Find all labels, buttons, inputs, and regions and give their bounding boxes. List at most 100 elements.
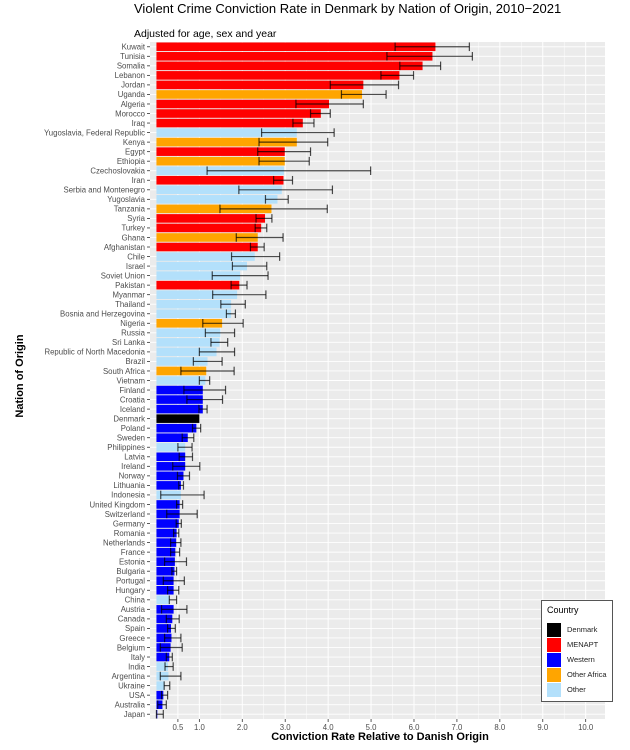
error-bar xyxy=(183,385,227,395)
bar-iran xyxy=(156,175,284,185)
error-bar xyxy=(235,233,284,242)
bar-latvia xyxy=(156,452,186,462)
error-bar xyxy=(340,90,387,99)
y-tick-label: Yugoslavia xyxy=(107,195,145,204)
y-tick-label: Italy xyxy=(131,653,145,662)
y-tick-label: Lithuania xyxy=(113,481,145,490)
error-bar xyxy=(168,595,178,605)
y-tick-label: Afghanistan xyxy=(104,243,145,252)
y-tick-label: Serbia and Montenegro xyxy=(64,186,146,195)
bar-croatia xyxy=(156,395,203,404)
legend-item-menapt: MENAPT xyxy=(547,638,611,652)
y-tick-label: Lebanon xyxy=(115,71,145,80)
x-tick-label: 10.0 xyxy=(578,723,594,732)
legend-label: MENAPT xyxy=(567,640,599,649)
legend-item-other-africa: Other Africa xyxy=(547,668,611,682)
error-bar xyxy=(258,156,310,166)
y-tick-label: Brazil xyxy=(126,357,146,366)
legend-swatch xyxy=(547,623,561,637)
y-tick-label: Jordan xyxy=(121,81,145,90)
y-tick-label: United Kingdom xyxy=(90,500,145,509)
bar-philippines xyxy=(156,442,186,452)
y-tick-label: Egypt xyxy=(125,147,146,156)
x-tick-label: 0.5 xyxy=(172,723,184,732)
error-bar xyxy=(159,643,183,652)
error-bar xyxy=(181,433,195,443)
bar-china xyxy=(156,595,170,605)
y-tick-label: Tanzania xyxy=(114,205,146,214)
x-tick-label: 3.0 xyxy=(280,723,292,732)
y-tick-label: Russia xyxy=(121,329,145,338)
error-bar xyxy=(249,242,265,252)
error-bar xyxy=(399,61,442,71)
bar-finland xyxy=(156,385,203,395)
bar-italy xyxy=(156,652,170,662)
y-tick-label: Spain xyxy=(125,624,145,633)
bar-thailand xyxy=(156,299,232,309)
bar-denmark xyxy=(156,414,200,423)
y-tick-label: Romania xyxy=(114,529,146,538)
y-tick-label: Finland xyxy=(119,386,145,395)
y-tick-label: Greece xyxy=(119,634,145,643)
error-bar xyxy=(380,71,415,80)
x-tick-label: 9.0 xyxy=(537,723,549,732)
bar-morocco xyxy=(156,109,321,118)
y-tick-label: Croatia xyxy=(120,395,146,404)
bar-jordan xyxy=(156,80,364,90)
y-tick-label: Chile xyxy=(127,252,145,261)
bar-kuwait xyxy=(156,42,436,52)
error-bar xyxy=(295,99,364,109)
error-bar xyxy=(162,576,185,586)
y-tick-label: Austria xyxy=(121,605,146,614)
error-bar xyxy=(206,166,372,176)
y-tick-label: Indonesia xyxy=(111,491,145,500)
error-bar xyxy=(176,471,191,481)
y-tick-label: Vietnam xyxy=(117,376,145,385)
error-bar xyxy=(160,605,188,614)
bar-lithuania xyxy=(156,481,181,490)
y-tick-label: Norway xyxy=(119,472,146,481)
error-bar xyxy=(219,204,328,214)
legend-item-denmark: Denmark xyxy=(547,623,611,637)
bar-russia xyxy=(156,328,221,338)
bar-ireland xyxy=(156,462,186,471)
error-bar xyxy=(394,42,470,52)
y-tick-label: Iraq xyxy=(132,119,145,128)
error-bar xyxy=(220,299,246,309)
y-tick-label: Sweden xyxy=(117,434,145,443)
bar-ukraine xyxy=(156,681,165,690)
y-tick-label: Israel xyxy=(126,262,145,271)
y-tick-label: Morocco xyxy=(115,109,146,118)
y-tick-label: Kuwait xyxy=(122,43,146,52)
error-bar xyxy=(166,624,176,633)
legend-title: Country xyxy=(547,605,579,615)
legend: Country Denmark MENAPT Western Other Africa… xyxy=(541,600,613,702)
x-tick-label: 2.0 xyxy=(237,723,249,732)
bar-united-kingdom xyxy=(156,500,180,509)
error-bar xyxy=(329,80,400,90)
bar-india xyxy=(156,662,169,671)
y-tick-label: India xyxy=(128,662,146,671)
y-tick-label: Philippines xyxy=(107,443,145,452)
legend-label: Western xyxy=(567,655,595,664)
error-bar xyxy=(163,681,171,690)
error-bar xyxy=(164,662,174,671)
y-tick-label: Kenya xyxy=(123,138,146,147)
error-bar xyxy=(212,290,267,299)
bar-yugoslavia-federal-republic xyxy=(156,128,297,137)
chart-title: Violent Crime Conviction Rate in Denmark… xyxy=(134,1,562,16)
bar-sri-lanka xyxy=(156,338,220,347)
y-tick-label: Netherlands xyxy=(103,538,145,547)
error-bar xyxy=(159,671,182,681)
y-tick-label: Bosnia and Herzegovina xyxy=(60,310,146,319)
bar-pakistan xyxy=(156,280,240,290)
y-tick-label: Syria xyxy=(127,214,145,223)
bar-tanzania xyxy=(156,204,272,214)
y-tick-label: Iceland xyxy=(120,405,145,414)
error-bar xyxy=(211,271,269,280)
bar-sweden xyxy=(156,433,188,443)
error-bar xyxy=(176,500,184,509)
error-bar xyxy=(238,185,334,195)
